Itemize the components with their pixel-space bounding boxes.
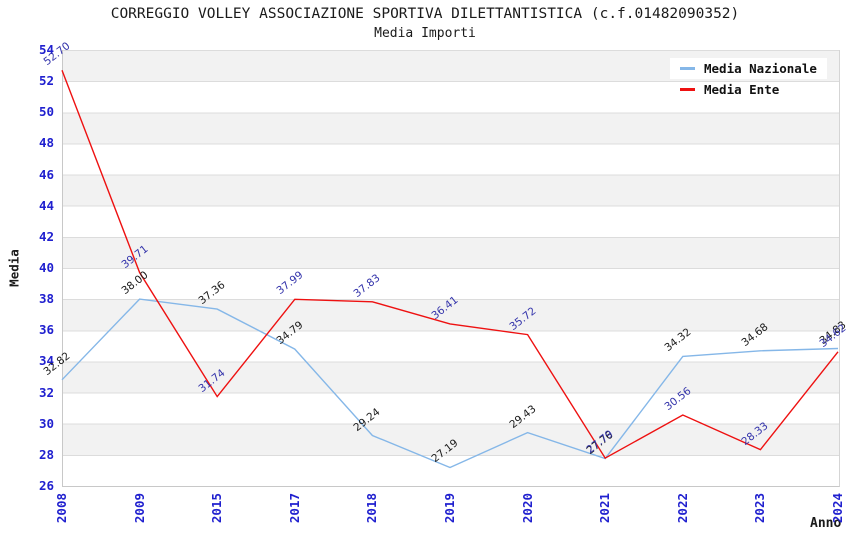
- x-tick: 2024: [830, 493, 845, 524]
- plot-area: [62, 50, 840, 487]
- y-tick: 40: [38, 260, 54, 275]
- y-tick: 30: [38, 415, 54, 431]
- y-tick: 36: [38, 322, 54, 338]
- y-tick: 48: [38, 135, 54, 151]
- x-tick: 2022: [674, 493, 690, 524]
- x-axis-title: Anno: [810, 516, 842, 531]
- y-tick: 28: [38, 446, 54, 462]
- x-tick: 2015: [209, 493, 225, 524]
- y-tick: 44: [38, 197, 54, 213]
- legend-label: Media Ente: [704, 82, 780, 97]
- legend: Media Nazionale Media Ente: [670, 58, 827, 100]
- x-tick: 2021: [597, 493, 613, 524]
- y-tick: 42: [38, 228, 54, 244]
- legend-item-media-nazionale: Media Nazionale: [670, 58, 827, 79]
- x-tick: 2020: [519, 493, 535, 524]
- y-tick: 50: [38, 104, 54, 120]
- legend-swatch-ente: [680, 88, 695, 91]
- chart-title: CORREGGIO VOLLEY ASSOCIAZIONE SPORTIVA D…: [110, 6, 740, 22]
- legend-swatch-nazionale: [680, 67, 695, 70]
- legend-item-media-ente: Media Ente: [670, 79, 827, 100]
- x-tick: 2018: [364, 493, 380, 524]
- x-tick: 2008: [54, 493, 69, 524]
- y-tick: 54: [38, 42, 54, 57]
- y-tick: 26: [38, 478, 54, 493]
- x-tick: 2017: [286, 493, 302, 524]
- x-tick: 2009: [131, 493, 147, 524]
- chart-subtitle: Media Importi: [374, 26, 476, 41]
- y-tick: 46: [38, 166, 54, 182]
- legend-label: Media Nazionale: [704, 61, 817, 76]
- y-tick: 32: [38, 384, 54, 400]
- y-tick: 38: [38, 291, 54, 307]
- y-tick: 52: [38, 73, 54, 89]
- y-tick: 34: [38, 353, 54, 369]
- x-tick: 2019: [442, 493, 457, 524]
- x-tick: 2023: [752, 493, 768, 524]
